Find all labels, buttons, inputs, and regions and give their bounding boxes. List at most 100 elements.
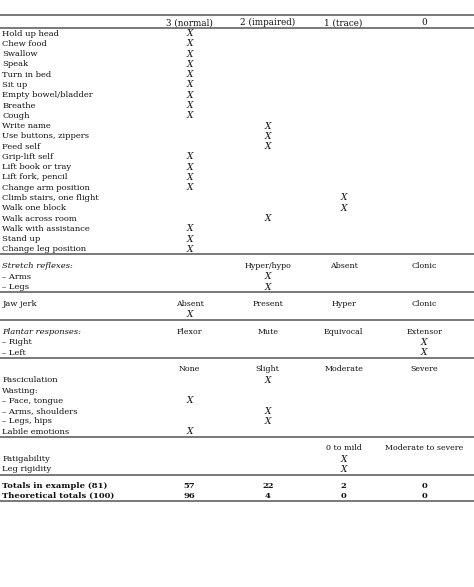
Text: X: X: [186, 183, 193, 192]
Text: Feed self: Feed self: [2, 143, 40, 151]
Text: Hold up head: Hold up head: [2, 29, 59, 38]
Text: Grip-lift self: Grip-lift self: [2, 153, 54, 161]
Text: X: X: [186, 50, 193, 59]
Text: 0 to mild: 0 to mild: [326, 444, 362, 453]
Text: X: X: [264, 214, 271, 223]
Text: Hyper: Hyper: [331, 300, 356, 308]
Text: Flexor: Flexor: [177, 328, 202, 336]
Text: X: X: [186, 91, 193, 100]
Text: X: X: [186, 311, 193, 319]
Text: 2: 2: [341, 481, 346, 490]
Text: Walk across room: Walk across room: [2, 214, 77, 222]
Text: 3 (normal): 3 (normal): [166, 18, 213, 27]
Text: Theoretical totals (100): Theoretical totals (100): [2, 492, 115, 500]
Text: Write name: Write name: [2, 122, 51, 130]
Text: – Legs: – Legs: [2, 283, 29, 291]
Text: Mute: Mute: [257, 328, 278, 336]
Text: Stretch reflexes:: Stretch reflexes:: [2, 262, 73, 270]
Text: Change leg position: Change leg position: [2, 245, 86, 254]
Text: Breathe: Breathe: [2, 102, 36, 110]
Text: X: X: [186, 173, 193, 182]
Text: 0: 0: [421, 481, 427, 490]
Text: 57: 57: [184, 481, 195, 490]
Text: Cough: Cough: [2, 112, 30, 120]
Text: X: X: [340, 465, 347, 474]
Text: Turn in bed: Turn in bed: [2, 70, 52, 79]
Text: X: X: [264, 417, 271, 426]
Text: Slight: Slight: [256, 365, 280, 373]
Text: Sit up: Sit up: [2, 81, 27, 89]
Text: 22: 22: [262, 481, 273, 490]
Text: X: X: [340, 455, 347, 464]
Text: Use buttons, zippers: Use buttons, zippers: [2, 132, 90, 140]
Text: Equivocal: Equivocal: [324, 328, 364, 336]
Text: 0: 0: [421, 18, 427, 27]
Text: 0: 0: [421, 492, 427, 500]
Text: Fatigability: Fatigability: [2, 455, 50, 463]
Text: Clonic: Clonic: [411, 262, 437, 270]
Text: X: X: [186, 427, 193, 436]
Text: Clonic: Clonic: [411, 300, 437, 308]
Text: X: X: [186, 396, 193, 405]
Text: Lift fork, pencil: Lift fork, pencil: [2, 173, 68, 181]
Text: X: X: [340, 194, 347, 203]
Text: X: X: [264, 376, 271, 384]
Text: Lift book or tray: Lift book or tray: [2, 163, 72, 171]
Text: Plantar responses:: Plantar responses:: [2, 328, 82, 336]
Text: Jaw jerk: Jaw jerk: [2, 300, 37, 308]
Text: 96: 96: [184, 492, 195, 500]
Text: Labile emotions: Labile emotions: [2, 427, 70, 436]
Text: Leg rigidity: Leg rigidity: [2, 465, 52, 474]
Text: X: X: [421, 348, 428, 357]
Text: Moderate to severe: Moderate to severe: [385, 444, 464, 453]
Text: X: X: [421, 338, 428, 347]
Text: Change arm position: Change arm position: [2, 184, 90, 192]
Text: X: X: [186, 163, 193, 171]
Text: – Arms: – Arms: [2, 273, 31, 281]
Text: Walk one block: Walk one block: [2, 204, 66, 212]
Text: Empty bowel/bladder: Empty bowel/bladder: [2, 91, 93, 99]
Text: X: X: [186, 224, 193, 233]
Text: Absent: Absent: [330, 262, 357, 270]
Text: – Face, tongue: – Face, tongue: [2, 397, 64, 405]
Text: Severe: Severe: [410, 365, 438, 373]
Text: Extensor: Extensor: [406, 328, 442, 336]
Text: Climb stairs, one flight: Climb stairs, one flight: [2, 194, 99, 202]
Text: – Legs, hips: – Legs, hips: [2, 417, 52, 426]
Text: Hyper/hypo: Hyper/hypo: [245, 262, 291, 270]
Text: – Left: – Left: [2, 349, 26, 357]
Text: X: X: [186, 70, 193, 79]
Text: X: X: [340, 204, 347, 212]
Text: X: X: [264, 122, 271, 130]
Text: Absent: Absent: [176, 300, 203, 308]
Text: X: X: [264, 407, 271, 416]
Text: Wasting:: Wasting:: [2, 386, 39, 394]
Text: X: X: [186, 80, 193, 89]
Text: X: X: [186, 235, 193, 244]
Text: 0: 0: [341, 492, 346, 500]
Text: – Right: – Right: [2, 338, 32, 346]
Text: X: X: [186, 112, 193, 120]
Text: X: X: [264, 283, 271, 292]
Text: – Arms, shoulders: – Arms, shoulders: [2, 407, 78, 415]
Text: None: None: [179, 365, 201, 373]
Text: X: X: [264, 272, 271, 281]
Text: X: X: [186, 153, 193, 161]
Text: Speak: Speak: [2, 60, 28, 69]
Text: Fasciculation: Fasciculation: [2, 376, 58, 384]
Text: Walk with assistance: Walk with assistance: [2, 225, 90, 233]
Text: 1 (trace): 1 (trace): [325, 18, 363, 27]
Text: Chew food: Chew food: [2, 40, 47, 48]
Text: 4: 4: [265, 492, 271, 500]
Text: Present: Present: [252, 300, 283, 308]
Text: X: X: [186, 245, 193, 254]
Text: X: X: [186, 101, 193, 110]
Text: Moderate: Moderate: [324, 365, 363, 373]
Text: X: X: [186, 29, 193, 38]
Text: X: X: [264, 132, 271, 141]
Text: Totals in example (81): Totals in example (81): [2, 481, 108, 490]
Text: 2 (impaired): 2 (impaired): [240, 18, 295, 28]
Text: X: X: [186, 60, 193, 69]
Text: X: X: [186, 39, 193, 48]
Text: X: X: [264, 142, 271, 151]
